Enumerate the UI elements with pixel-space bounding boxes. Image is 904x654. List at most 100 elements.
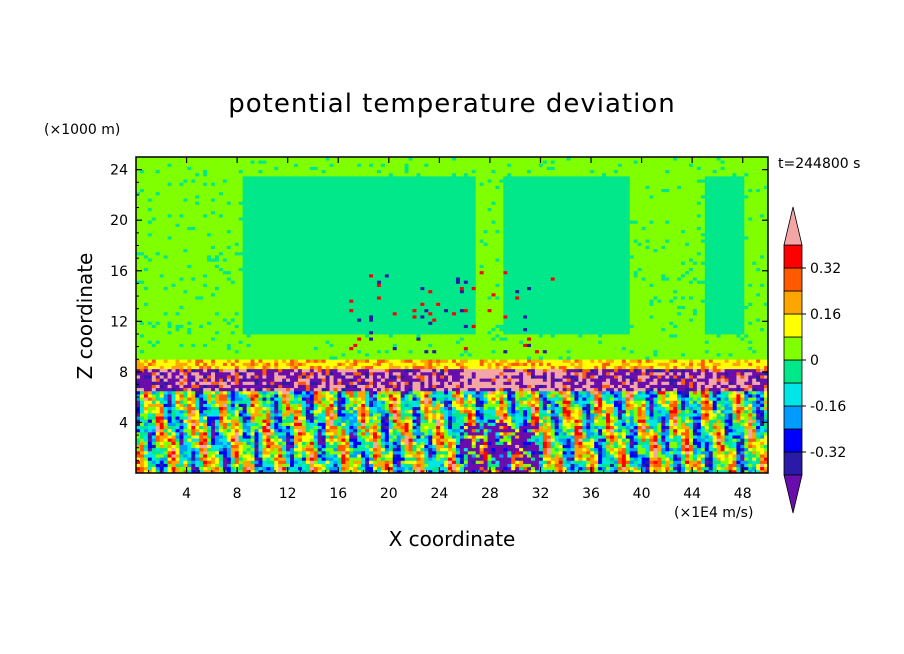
heatmap-cell — [384, 375, 390, 379]
heatmap-cell — [550, 409, 556, 414]
heatmap-cell — [590, 378, 595, 382]
heatmap-cell — [645, 460, 650, 464]
heatmap-cell — [645, 466, 650, 471]
heatmap-cell — [558, 441, 563, 445]
heatmap-cell — [258, 444, 263, 449]
heatmap-cell — [436, 406, 441, 411]
heatmap-cell — [696, 419, 702, 423]
heatmap-cell — [511, 460, 516, 464]
heatmap-cell — [254, 419, 259, 423]
heatmap-cell — [282, 444, 287, 449]
heatmap-cell — [282, 457, 287, 461]
heatmap-cell — [550, 425, 556, 430]
heatmap-cell — [499, 406, 504, 411]
heatmap-cell — [254, 441, 259, 445]
heatmap-cell — [452, 463, 457, 468]
heatmap-cell — [139, 390, 145, 395]
heatmap-cell — [242, 466, 247, 471]
heatmap-cell — [301, 390, 307, 395]
heatmap-cell — [586, 469, 591, 473]
heatmap-cell — [297, 460, 303, 464]
heatmap-cell — [554, 425, 560, 430]
heatmap-cell — [159, 387, 165, 392]
heatmap-cell — [748, 422, 753, 426]
heatmap-cell — [424, 435, 429, 439]
heatmap-cell — [621, 438, 627, 442]
heatmap-cell — [369, 412, 374, 417]
heatmap-cell — [226, 444, 232, 449]
heatmap-cell — [578, 412, 583, 417]
heatmap-cell — [266, 390, 271, 395]
heatmap-cell — [689, 466, 694, 471]
heatmap-cell — [159, 447, 165, 452]
heatmap-cell — [361, 463, 366, 468]
heatmap-cell — [566, 387, 571, 392]
heatmap-cell — [286, 375, 291, 379]
heatmap-cell — [760, 416, 765, 420]
heatmap-cell — [266, 441, 271, 445]
heatmap-cell — [258, 435, 263, 439]
heatmap-cell — [436, 375, 441, 379]
heatmap-cell — [361, 381, 366, 385]
heatmap-cell — [187, 403, 192, 408]
heatmap-cell — [282, 428, 287, 433]
heatmap-cell — [720, 387, 725, 392]
heatmap-cell — [163, 381, 168, 385]
heatmap-cell — [554, 444, 560, 449]
heatmap-cell — [147, 416, 153, 420]
heatmap-cell — [633, 463, 639, 468]
heatmap-cell — [546, 416, 552, 420]
heatmap-cell — [412, 378, 417, 382]
heatmap-cell — [305, 441, 311, 445]
heatmap-cell — [764, 378, 768, 382]
heatmap-cell — [610, 403, 615, 408]
heatmap-cell — [637, 435, 642, 439]
heatmap-cell — [380, 390, 386, 395]
heatmap-cell — [685, 466, 690, 471]
heatmap-cell — [499, 469, 504, 473]
heatmap-cell — [673, 435, 678, 439]
heatmap-cell — [345, 457, 350, 461]
heatmap-cell — [613, 419, 619, 423]
heatmap-cell — [487, 431, 492, 436]
heatmap-cell — [554, 469, 560, 473]
heatmap-cell — [752, 469, 757, 473]
heatmap-cell — [479, 381, 484, 385]
heatmap-cell — [294, 435, 299, 439]
heatmap-cell — [329, 435, 334, 439]
heatmap-cell — [748, 466, 753, 471]
heatmap-cell — [459, 428, 465, 433]
heatmap-cell — [574, 394, 579, 398]
heatmap-cell — [432, 397, 437, 401]
heatmap-cell — [586, 400, 591, 404]
heatmap-cell — [297, 463, 303, 468]
heatmap-cell — [511, 441, 516, 445]
heatmap-cell — [685, 400, 690, 404]
heatmap-cell — [325, 400, 330, 404]
heatmap-cell — [657, 463, 662, 468]
heatmap-cell — [531, 394, 536, 398]
heatmap-cell — [203, 412, 208, 417]
heatmap-cell — [376, 435, 382, 439]
heatmap-cell — [708, 435, 714, 439]
heatmap-cell — [716, 454, 721, 458]
heatmap-cell — [574, 441, 579, 445]
heatmap-cell — [254, 435, 259, 439]
heatmap-cell — [665, 444, 670, 449]
heatmap-cell — [689, 412, 694, 417]
heatmap-cell — [179, 428, 184, 433]
heatmap-cell — [534, 469, 540, 473]
heatmap-cell — [503, 454, 508, 458]
heatmap-cell — [238, 466, 244, 471]
heatmap-cell — [222, 450, 228, 455]
heatmap-cell — [282, 412, 287, 417]
heatmap-cell — [720, 403, 725, 408]
heatmap-cell — [313, 425, 319, 430]
heatmap-cell — [155, 425, 161, 430]
heatmap-cell — [606, 403, 611, 408]
heatmap-cell — [586, 425, 591, 430]
heatmap-cell — [286, 454, 291, 458]
heatmap-cell — [673, 422, 678, 426]
heatmap-cell — [606, 460, 611, 464]
heatmap-cell — [617, 394, 623, 398]
